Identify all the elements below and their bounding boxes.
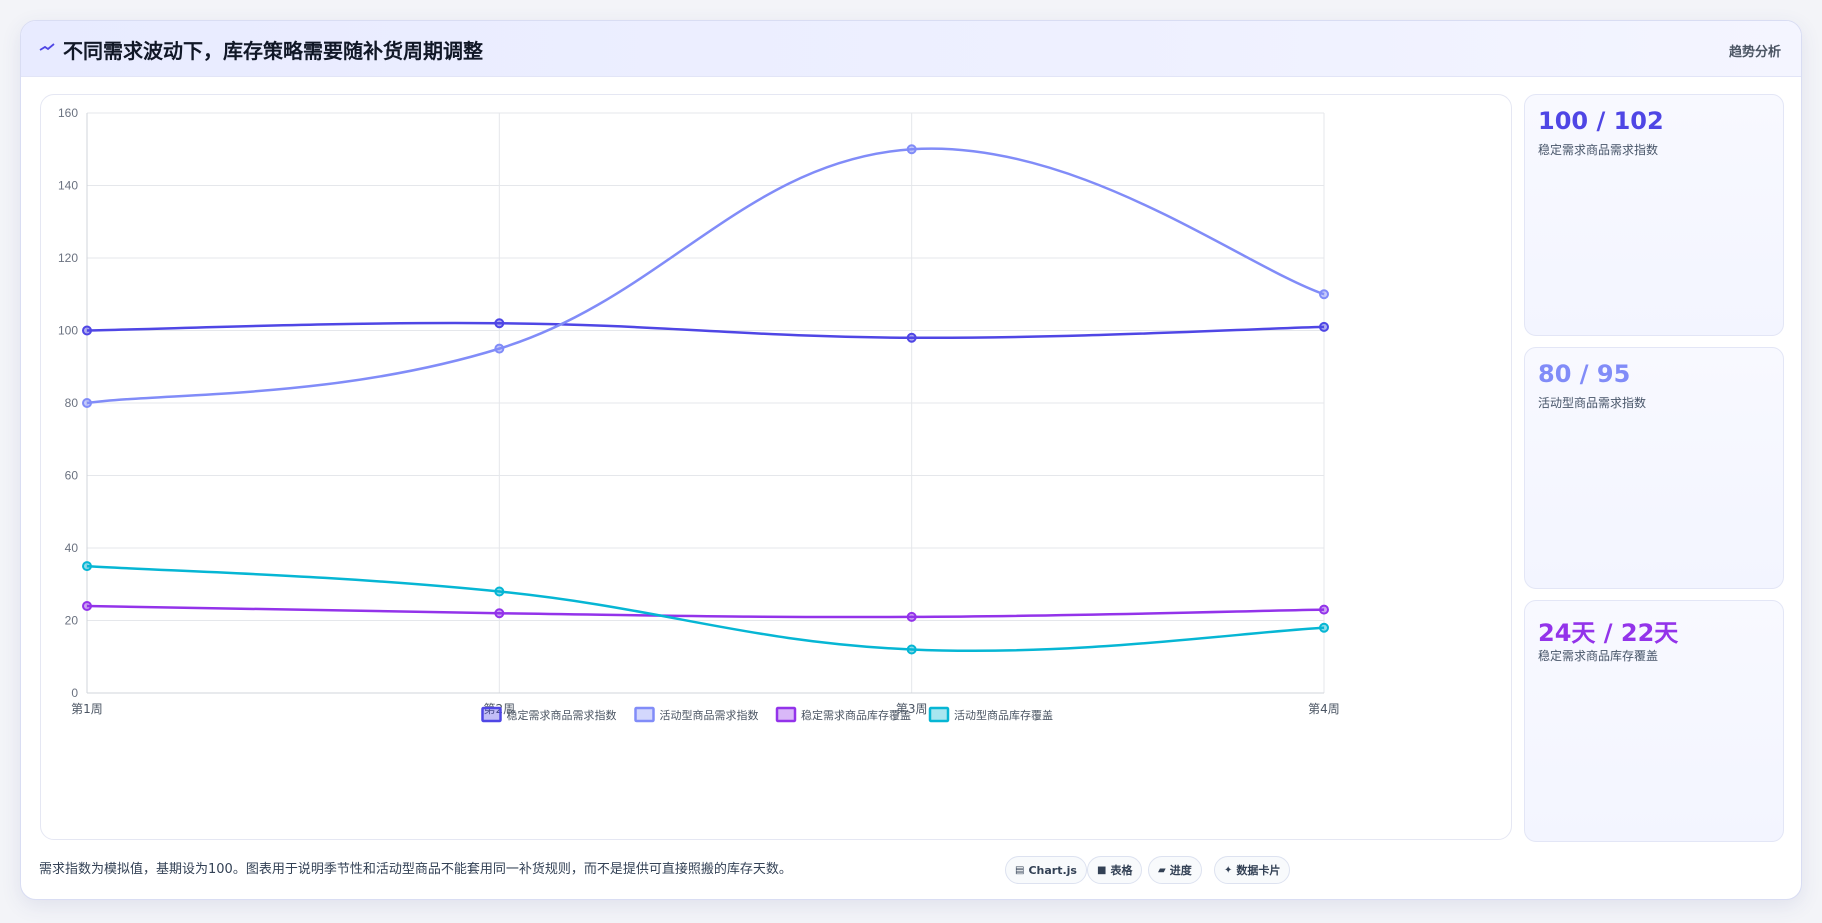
chart-card: 不同需求波动下，库存策略需要随补货周期调整 趋势分析 0 20 40 60 80 100 1… — [20, 20, 1802, 900]
x-tick-label: 第3周 — [896, 702, 928, 716]
x-tick-label: 第4周 — [1308, 702, 1340, 716]
chart-icon: ▤ — [1015, 864, 1025, 876]
legend-swatch — [775, 706, 797, 723]
chartjs-pill[interactable]: ▤ Chart.js — [1005, 856, 1087, 884]
pill-label: 数据卡片 — [1236, 864, 1281, 877]
stat-sidebar: 100 / 102 稳定需求商品需求指数 80 / 95 活动型商品需求指数 2… — [1524, 94, 1784, 842]
trend-analysis-tag: 趋势分析 — [1728, 45, 1781, 60]
data-point — [82, 325, 92, 336]
y-tick-label: 40 — [65, 541, 79, 555]
stat-value: 24天 / 22天 — [1538, 619, 1679, 647]
pill-label: 表格 — [1110, 864, 1133, 877]
y-tick-label: 20 — [65, 614, 79, 628]
progress-icon: ▰ — [1158, 864, 1166, 876]
stat-label: 稳定需求商品需求指数 — [1538, 143, 1659, 157]
y-tick-label: 160 — [58, 106, 78, 120]
stat-card-stable-demand: 100 / 102 稳定需求商品需求指数 — [1524, 94, 1784, 336]
progress-pill[interactable]: ▰ 进度 — [1148, 856, 1202, 884]
stat-value: 100 / 102 — [1538, 107, 1664, 135]
series-line-1 — [86, 321, 1325, 340]
data-point — [494, 318, 505, 329]
data-point — [1319, 289, 1329, 300]
data-point — [906, 332, 917, 343]
series-line-2 — [86, 147, 1325, 405]
data-point — [906, 611, 917, 622]
data-point — [82, 561, 92, 572]
data-point — [906, 644, 917, 655]
stat-label: 活动型商品需求指数 — [1538, 396, 1647, 410]
table-icon: ■ — [1097, 864, 1107, 876]
data-point — [82, 601, 92, 611]
y-tick-label: 120 — [58, 251, 78, 265]
legend-label: 稳定需求商品库存覆盖 — [801, 708, 911, 722]
chart-panel: 0 20 40 60 80 100 120 140 160 第1周 第2周 第3周 第4周 稳定需求商品需… — [40, 94, 1512, 840]
y-tick-label: 0 — [71, 686, 78, 700]
stat-value: 80 / 95 — [1538, 360, 1631, 388]
table-pill[interactable]: ■ 表格 — [1087, 856, 1143, 884]
trend-line-icon — [39, 39, 57, 57]
legend-label: 稳定需求商品需求指数 — [507, 708, 617, 722]
legend-swatch — [634, 706, 655, 723]
data-point — [1319, 604, 1329, 615]
card-header: 不同需求波动下，库存策略需要随补货周期调整 趋势分析 — [21, 21, 1801, 77]
y-tick-label: 60 — [65, 469, 79, 483]
legend-swatch — [928, 706, 950, 723]
data-point — [494, 608, 505, 619]
series-line-3 — [86, 604, 1325, 619]
legend-label: 活动型商品需求指数 — [660, 708, 759, 722]
card-icon: ✦ — [1224, 864, 1233, 876]
data-point — [1319, 622, 1329, 633]
data-point — [906, 144, 917, 155]
legend-label: 活动型商品库存覆盖 — [954, 708, 1053, 722]
pill-label: Chart.js — [1028, 863, 1077, 877]
data-point — [82, 398, 92, 408]
series-line-4 — [86, 564, 1325, 653]
x-tick-label: 第1周 — [71, 702, 103, 716]
data-point — [494, 343, 505, 354]
data-point — [494, 586, 505, 597]
stat-label: 稳定需求商品库存覆盖 — [1538, 649, 1659, 663]
stat-card-promo-demand: 80 / 95 活动型商品需求指数 — [1524, 347, 1784, 589]
y-tick-label: 100 — [58, 324, 78, 338]
data-point — [1319, 321, 1329, 332]
pill-label: 进度 — [1169, 864, 1192, 877]
data-card-pill[interactable]: ✦ 数据卡片 — [1214, 856, 1291, 884]
footer-note: 需求指数为模拟值，基期设为100。图表用于说明季节性和活动型商品不能套用同一补货… — [39, 862, 792, 877]
page-title: 不同需求波动下，库存策略需要随补货周期调整 — [63, 39, 483, 63]
legend-swatch — [481, 706, 502, 723]
y-tick-label: 80 — [65, 396, 79, 410]
stat-card-stable-coverage: 24天 / 22天 稳定需求商品库存覆盖 — [1524, 600, 1784, 842]
y-tick-label: 140 — [58, 179, 78, 193]
